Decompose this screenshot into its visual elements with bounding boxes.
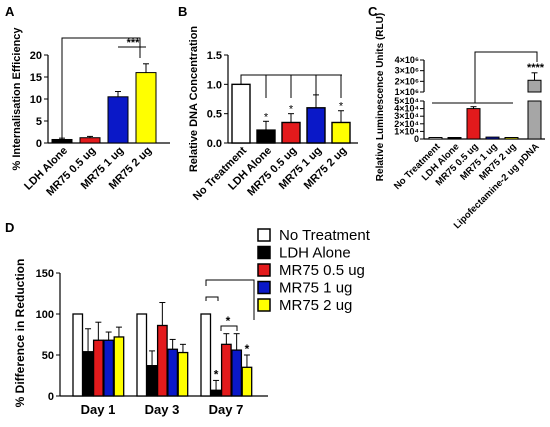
panel-d-y-tick-label: 50 (42, 350, 54, 362)
panel-c-y-tick-label: 5×10⁴ (394, 96, 419, 106)
panel-a-y-tick-label: 10 (30, 94, 42, 106)
legend-label: MR75 2 ug (279, 297, 352, 314)
legend-swatch (257, 228, 271, 242)
panel-a-significance: *** (127, 37, 141, 49)
legend-label: MR75 1 ug (279, 280, 352, 297)
panel-b-y-tick-label: 0.5 (207, 109, 222, 121)
panel-b-y-tick-label: 0.0 (207, 138, 222, 150)
panel-d-bracket (220, 325, 238, 331)
panel-c-bar (428, 137, 443, 140)
panel-d-bar (167, 348, 179, 397)
panel-c-significance: **** (527, 62, 545, 74)
panel-a-y-tick-label: 15 (30, 72, 42, 84)
panel-d-bracket-significance: * (226, 314, 231, 328)
panel-c-bar (527, 100, 542, 140)
panel-c-chart: 01×10⁴2×10⁴3×10⁴4×10⁴5×10⁴1×10⁶2×10⁶3×10… (375, 13, 545, 231)
panel-b-bar (281, 121, 301, 144)
panel-letter-a: A (5, 4, 15, 19)
panel-c-y-tick-label: 3×10⁶ (395, 66, 419, 76)
panel-c-y-tick-label: 2×10⁶ (395, 76, 419, 86)
panel-a-bar (79, 137, 101, 144)
panel-d-bar (113, 336, 125, 397)
panel-letter-b: B (178, 4, 187, 19)
panel-c-y-tick-label: 3×10⁴ (394, 111, 419, 121)
panel-b-bar (331, 121, 351, 144)
panel-b-bracket (240, 74, 342, 84)
panel-d-bar (220, 343, 232, 397)
legend-swatch (257, 245, 271, 260)
panel-d-bar (92, 339, 104, 397)
panel-d-bar (136, 313, 148, 397)
panel-d-bar (156, 324, 168, 397)
legend-label: No Treatment (279, 227, 371, 244)
panel-d-bar (146, 365, 158, 397)
panel-c-bracket (474, 51, 538, 103)
panel-d-significance: * (245, 342, 250, 356)
panel-c-y-label: Relative Luminescence Units (RLU) (375, 13, 386, 181)
panel-d-bar (103, 339, 115, 397)
panel-b-significance: * (264, 111, 269, 123)
panel-c-bar (504, 137, 519, 140)
panel-a-y-label: % Internalisation Efficiency (11, 27, 23, 171)
panel-d-bar (241, 366, 253, 397)
panel-d-bracket (205, 279, 255, 320)
panel-d-y-label: % Difference in Reduction (13, 259, 27, 408)
panel-d-x-tick-label: Day 1 (81, 402, 116, 417)
panel-b-y-label: Relative DNA Concentration (188, 26, 200, 173)
legend-swatch (257, 298, 271, 312)
panel-d-bracket (205, 296, 219, 301)
panel-c-y-tick-label: 4×10⁴ (394, 104, 419, 114)
panel-d-bar (72, 313, 84, 397)
panel-a-y-tick-label: 5 (36, 116, 42, 128)
panel-a-bar (51, 138, 73, 144)
panel-d-x-tick-label: Day 3 (145, 402, 180, 417)
panel-c-bar-upper (527, 79, 542, 93)
panel-a-bar (107, 96, 129, 144)
panel-d-bar (177, 351, 189, 397)
panel-d-y-tick-label: 150 (36, 268, 54, 280)
panel-b-y-tick-label: 1.5 (207, 50, 222, 62)
panel-d-x-tick-label: Day 7 (209, 402, 244, 417)
panel-b-bar (231, 83, 251, 144)
legend-label: MR75 0.5 ug (279, 262, 365, 279)
panel-d-y-tick-label: 0 (48, 391, 54, 403)
legend-swatch (257, 280, 271, 295)
panel-b-bar (306, 107, 326, 144)
panel-b-y-tick-label: 1.0 (207, 79, 222, 91)
panel-c-bar (447, 137, 462, 140)
panel-a-y-tick-label: 0 (36, 138, 42, 150)
panel-d-chart: 0 50 100 150 % Difference in Reduction Day 1 D… (13, 227, 371, 417)
panel-c-bar (485, 136, 500, 140)
panel-d-bar (210, 389, 222, 397)
panel-d-bar (82, 351, 94, 397)
panel-c-bar (466, 108, 481, 140)
legend-label: LDH Alone (279, 245, 351, 262)
panel-c-y-tick-label: 2×10⁴ (394, 119, 419, 129)
panel-a-y-tick-label: 20 (30, 50, 42, 62)
panel-b-significance: * (289, 104, 294, 116)
panel-c-y-tick-label: 4×10⁶ (395, 55, 419, 65)
panel-b-bar (256, 129, 276, 144)
panel-letter-d: D (5, 220, 14, 235)
panel-d-bar (231, 349, 243, 397)
panel-b-significance: * (339, 101, 344, 113)
panel-d-bar (200, 313, 212, 397)
legend-swatch (257, 263, 271, 277)
panel-a-bracket (61, 37, 141, 140)
panel-a-bar (135, 72, 157, 144)
panel-c-y-tick-label: 0 (414, 134, 419, 144)
panel-d-y-tick-label: 100 (36, 309, 54, 321)
panel-c-y-tick-label: 1×10⁴ (394, 126, 419, 136)
panel-c-y-tick-label: 1×10⁶ (395, 87, 419, 97)
panel-d-significance: * (214, 367, 219, 381)
panel-letter-c: C (368, 4, 378, 19)
